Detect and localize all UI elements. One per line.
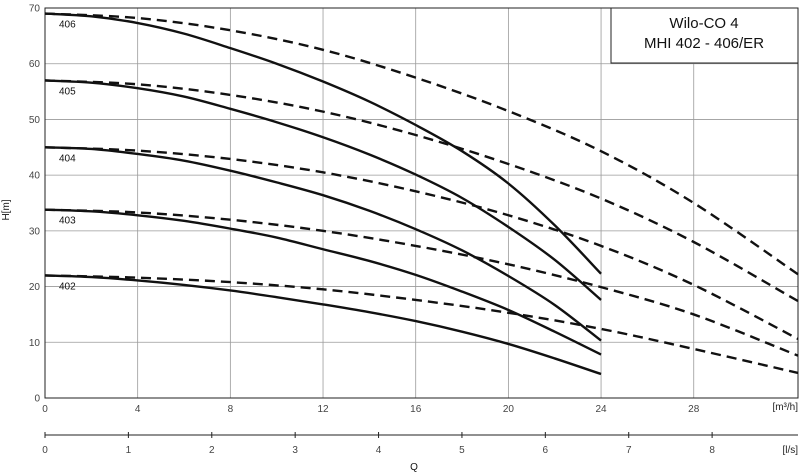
x-tick-label: 4 <box>135 404 141 415</box>
x-axis-unit-top: [m³/h] <box>772 402 798 413</box>
x2-tick-label: 3 <box>292 445 298 456</box>
y-tick-label: 70 <box>29 4 41 15</box>
y-tick-label: 60 <box>29 59 41 70</box>
x2-tick-label: 7 <box>626 445 632 456</box>
curve-404-solid <box>44 146 602 342</box>
x2-tick-label: 1 <box>126 445 132 456</box>
series-label-406: 406 <box>59 20 76 31</box>
x-axis-label: Q <box>410 462 418 473</box>
y-tick-label: 20 <box>29 282 41 293</box>
x2-tick-label: 5 <box>459 445 465 456</box>
curve-403-solid <box>44 208 602 356</box>
y-axis-label: H[m] <box>1 199 12 220</box>
x-tick-label: 8 <box>228 404 234 415</box>
series-label-403: 403 <box>59 216 76 227</box>
curve-403-dashed <box>44 208 799 357</box>
x2-tick-label: 2 <box>209 445 215 456</box>
x-tick-label: 0 <box>42 404 48 415</box>
y-tick-label: 40 <box>29 171 41 182</box>
plot-frame <box>44 7 799 399</box>
legend-frame <box>610 7 799 64</box>
x2-tick-label: 0 <box>42 445 48 456</box>
series-labels: 406 405 404 403 402 <box>59 20 76 293</box>
curves <box>44 12 799 376</box>
x-tick-label: 12 <box>317 404 329 415</box>
secondary-x-axis: 0 1 2 3 4 5 6 7 8 <box>42 432 798 456</box>
x-tick-label: 28 <box>688 404 700 415</box>
legend-box: Wilo-CO 4 MHI 402 - 406/ER <box>610 7 799 64</box>
y-tick-label: 0 <box>34 394 40 405</box>
curve-402-dashed <box>44 274 799 375</box>
x-tick-label: 24 <box>595 404 607 415</box>
curve-406-solid <box>44 12 602 275</box>
tick-labels: 0 10 20 30 40 50 60 70 0 4 8 12 16 20 24 28 <box>29 4 700 416</box>
grid <box>44 7 798 399</box>
curve-406-dashed <box>44 12 799 276</box>
x2-tick-label: 6 <box>543 445 549 456</box>
legend-line-2: MHI 402 - 406/ER <box>644 35 764 52</box>
x-tick-label: 16 <box>410 404 422 415</box>
series-label-404: 404 <box>59 153 76 164</box>
x-tick-label: 20 <box>503 404 515 415</box>
curve-402-solid <box>44 274 602 376</box>
y-tick-label: 30 <box>29 226 41 237</box>
y-tick-label: 50 <box>29 115 41 126</box>
x2-tick-label: 4 <box>376 445 382 456</box>
curve-405-dashed <box>44 79 799 303</box>
x2-tick-label: 8 <box>709 445 715 456</box>
x-axis-unit-bottom: [l/s] <box>782 445 798 456</box>
y-tick-label: 10 <box>29 338 41 349</box>
curve-404-dashed <box>44 146 799 341</box>
series-label-405: 405 <box>59 86 76 97</box>
curve-405-solid <box>44 79 602 301</box>
legend-line-1: Wilo-CO 4 <box>669 15 738 32</box>
series-label-402: 402 <box>59 281 76 292</box>
